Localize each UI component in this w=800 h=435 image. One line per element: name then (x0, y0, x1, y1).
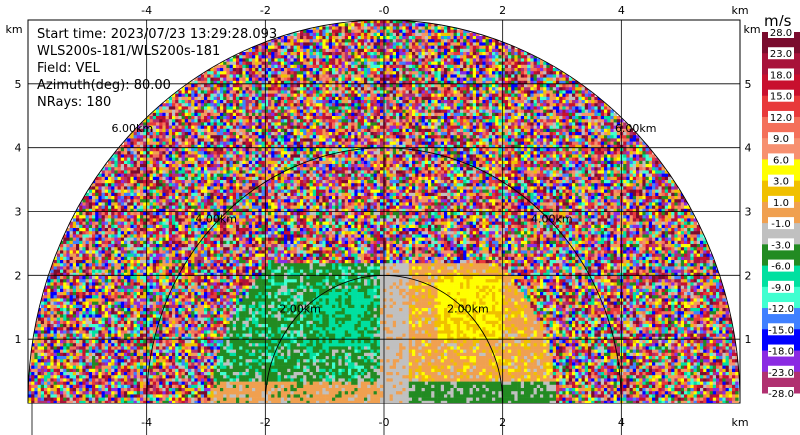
range-ring-label: 6.00km (615, 122, 657, 135)
y-tick-label-left: 2 (15, 269, 22, 282)
colorbar-tick-label: -23.0 (768, 368, 794, 379)
colorbar-tick-label: 15.0 (770, 92, 792, 103)
range-rings: 2.00km 2.00km 4.00km 4.00km 6.00km 6.00km (28, 20, 740, 403)
colorbar-tick-label: 12.0 (770, 113, 792, 124)
y-tick-label-right: 2 (745, 269, 752, 282)
range-ring (28, 20, 740, 403)
field-text: Field: VEL (37, 61, 101, 76)
colorbar-label-bg (768, 280, 794, 293)
start-time-text: Start time: 2023/07/23 13:29:28.093 (37, 27, 277, 42)
y-tick-label-right: 5 (745, 78, 752, 91)
y-tick-label-left: 5 (15, 78, 22, 91)
colorbar-tick-label: 1.0 (773, 198, 789, 209)
colorbar-label-bg (768, 344, 794, 357)
colorbar-label-bg (768, 195, 794, 208)
colorbar-tick-label: 18.0 (770, 70, 792, 81)
colorbar-label-bg (768, 89, 794, 102)
axis-unit-label: km (5, 23, 22, 36)
colorbar-tick-label: -15.0 (768, 325, 794, 336)
range-ring-label: 4.00km (195, 212, 237, 225)
colorbar: m/s 28.0 23.0 18.0 15.0 12.0 9.0 6.0 3.0 1.0 -1.0… (762, 12, 800, 400)
colorbar-tick-label: 3.0 (773, 177, 789, 188)
range-ring-label: 2.00km (447, 303, 489, 316)
colorbar-tick-label: 23.0 (770, 49, 792, 60)
y-tick-label-left: 4 (15, 142, 22, 155)
colorbar-label-bg (768, 238, 794, 251)
colorbar-tick-label: -6.0 (771, 262, 791, 273)
x-tick-label-top: 2 (499, 4, 506, 17)
colorbar-label-bg (768, 132, 794, 145)
colorbar-tick-label: 6.0 (773, 155, 789, 166)
colorbar-tick-label: -1.0 (771, 219, 791, 230)
colorbar-label-bg (768, 174, 794, 187)
colorbar-label-bg (768, 26, 794, 38)
colorbar-label-bg (768, 302, 794, 315)
nrays-text: NRays: 180 (37, 95, 111, 110)
colorbar-label-bg (768, 387, 794, 399)
y-tick-label-left: 3 (15, 206, 22, 219)
colorbar-tick-label: -9.0 (771, 283, 791, 294)
range-ring (264, 274, 504, 403)
azimuth-text: Azimuth(deg): 80.00 (37, 78, 171, 93)
axis-unit-label: km (743, 23, 760, 36)
y-tick-label-right: 4 (745, 142, 752, 155)
colorbar-label-bg (768, 365, 794, 378)
range-ring (146, 147, 622, 403)
axis-unit-label: km (731, 4, 748, 17)
station-text: WLS200s-181/WLS200s-181 (37, 44, 220, 59)
x-tick-label-top: -4 (141, 4, 152, 17)
velocity-field (28, 20, 739, 403)
range-ring-label: 2.00km (279, 303, 321, 316)
colorbar-label-bg (768, 217, 794, 230)
y-tick-label-left: 1 (15, 333, 22, 346)
range-ring-label: 6.00km (111, 122, 153, 135)
info-text: Start time: 2023/07/23 13:29:28.093 WLS2… (37, 27, 277, 110)
colorbar-label-bg (768, 47, 794, 60)
colorbar-label-bg (768, 259, 794, 272)
colorbar-tick-label: -3.0 (771, 240, 791, 251)
colorbar-label-bg (768, 110, 794, 123)
colorbar-label-bg (768, 323, 794, 336)
x-tick-label-top: 4 (618, 4, 625, 17)
colorbar-tick-label: -12.0 (768, 304, 794, 315)
colorbar-label-bg (768, 153, 794, 166)
range-ring-label: 4.00km (531, 212, 573, 225)
x-tick-label-top: -2 (260, 4, 271, 17)
colorbar-tick-label: -28.0 (768, 389, 794, 400)
plot-area: 2.00km 2.00km 4.00km 4.00km 6.00km 6.00km (27, 19, 741, 404)
colorbar-tick-label: -18.0 (768, 347, 794, 358)
colorbar-tick-label: 28.0 (770, 28, 792, 39)
colorbar-tick-label: 9.0 (773, 134, 789, 145)
y-tick-label-right: 3 (745, 206, 752, 219)
axis-unit-label: km (731, 416, 748, 429)
x-tick-label-top: -0 (379, 4, 390, 17)
colorbar-unit: m/s (764, 12, 792, 30)
colorbar-label-bg (768, 68, 794, 81)
y-tick-label-right: 1 (745, 333, 752, 346)
